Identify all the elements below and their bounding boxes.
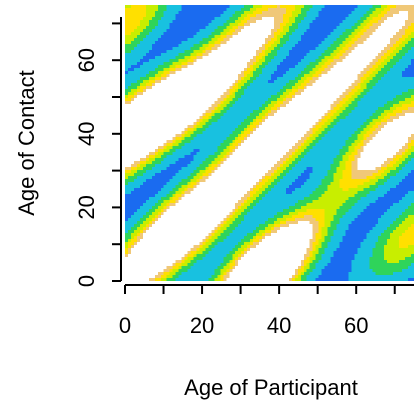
x-tick-label: 20 — [190, 313, 214, 338]
plot-area — [125, 5, 414, 281]
x-tick-label: 40 — [267, 313, 291, 338]
x-tick-label: 0 — [119, 313, 131, 338]
y-tick-label: 0 — [74, 275, 99, 287]
y-axis-title: Age of Contact — [14, 70, 39, 216]
heatmap-field — [125, 5, 414, 281]
x-axis-title: Age of Participant — [184, 375, 358, 400]
axes: 0 20 40 60 0 20 40 60 — [74, 17, 414, 338]
y-tick-label: 20 — [74, 195, 99, 219]
x-tick-label: 60 — [344, 313, 368, 338]
y-tick-label: 60 — [74, 48, 99, 72]
y-tick-label: 40 — [74, 122, 99, 146]
